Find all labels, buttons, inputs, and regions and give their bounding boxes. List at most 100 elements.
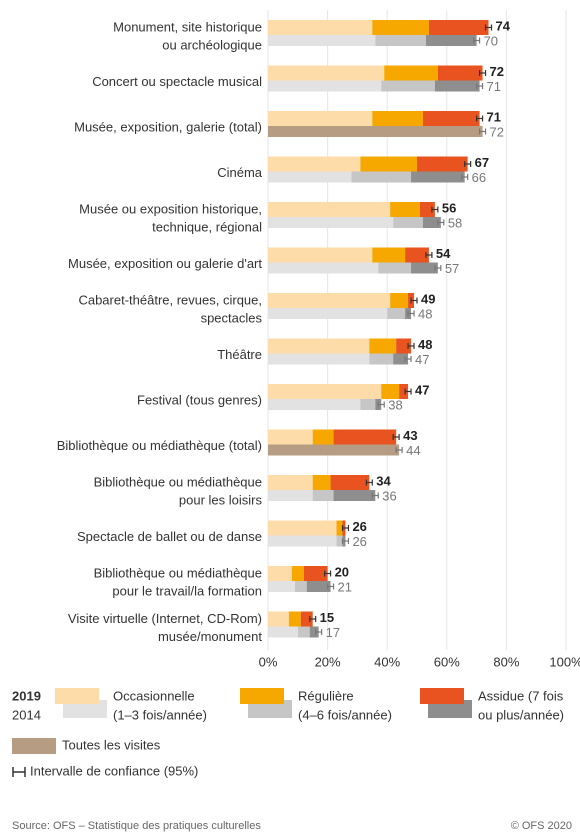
error-bar — [365, 479, 373, 486]
legend-swatch — [55, 688, 99, 704]
error-bar — [377, 401, 385, 408]
bar-segment — [268, 202, 391, 217]
error-bar — [484, 24, 493, 31]
x-tick-label: 60% — [434, 654, 460, 669]
bar-segment — [381, 80, 435, 92]
legend-label: Toutes les visites — [62, 737, 161, 752]
data-label: 72 — [490, 64, 504, 79]
copyright: © OFS 2020 — [511, 820, 572, 832]
bar-segment — [425, 35, 477, 46]
error-bar — [410, 297, 418, 304]
bar-segment — [372, 111, 423, 126]
ci-legend-label: Intervalle de confiance (95%) — [30, 763, 198, 778]
bar-segment — [369, 338, 397, 354]
bar-segment — [306, 581, 331, 592]
error-bar — [464, 161, 472, 167]
category-label: Musée ou exposition historique, — [79, 201, 262, 216]
category-label: pour le travail/la formation — [112, 583, 262, 598]
error-bar — [371, 492, 379, 499]
legend-swatch — [428, 700, 472, 718]
bar-segment — [372, 20, 429, 35]
data-label: 38 — [388, 397, 402, 412]
error-bar — [392, 434, 400, 440]
legend-label: ou plus/année) — [478, 707, 564, 722]
data-label: 48 — [418, 337, 432, 352]
bar-segment — [268, 262, 379, 274]
data-label: 36 — [382, 488, 396, 503]
bar-segment — [268, 475, 313, 490]
bar-segment — [268, 490, 313, 501]
bar-segment — [268, 308, 388, 319]
category-label: technique, régional — [152, 219, 262, 234]
bar-segment — [372, 247, 406, 263]
bar-segment — [303, 566, 328, 581]
x-tick-label: 80% — [493, 654, 519, 669]
data-label: 43 — [403, 428, 417, 443]
data-label: 56 — [442, 200, 456, 215]
error-bar — [309, 616, 317, 622]
category-label: Bibliothèque ou médiathèque (total) — [57, 438, 262, 453]
bar-segment — [360, 156, 417, 172]
bar-segment — [300, 611, 313, 627]
bar-segment — [384, 65, 438, 81]
data-label: 58 — [448, 215, 462, 230]
category-label: Cinéma — [217, 165, 263, 180]
bar-segment — [330, 475, 370, 490]
bar-segment — [268, 535, 337, 547]
error-bar — [473, 37, 481, 44]
bar-segment — [428, 20, 489, 35]
data-label: 71 — [487, 109, 501, 124]
bar-segment — [336, 520, 343, 536]
bar-segment — [399, 384, 409, 399]
category-label: Monument, site historique — [113, 19, 262, 34]
x-tick-label: 20% — [315, 654, 341, 669]
category-label: spectacles — [201, 310, 263, 325]
data-label: 74 — [496, 18, 511, 33]
category-label: pour les loisirs — [179, 492, 263, 507]
data-label: 34 — [376, 473, 391, 488]
error-bar — [478, 128, 487, 135]
bar-segment — [294, 581, 307, 592]
bar-segment — [268, 429, 313, 445]
category-label: Musée, exposition, galerie (total) — [74, 119, 262, 134]
bar-segment — [419, 202, 435, 217]
bar-segment — [387, 308, 406, 319]
bar-segment — [268, 126, 483, 137]
category-label: Concert ou spectacle musical — [92, 74, 262, 89]
bar-segment — [369, 353, 394, 365]
bar-segment — [312, 490, 334, 501]
bar-segment — [291, 566, 304, 581]
bar-segment — [333, 429, 397, 445]
error-bar — [425, 252, 433, 258]
data-label: 48 — [418, 306, 432, 321]
bar-segment — [268, 20, 373, 35]
bar-segment — [268, 581, 295, 592]
error-bar — [434, 265, 442, 271]
bar-segment — [312, 429, 334, 445]
error-bar — [327, 583, 335, 590]
source: Source: OFS – Statistique des pratiques … — [12, 820, 261, 832]
bar-segment — [309, 626, 319, 638]
error-bar — [407, 310, 415, 317]
bar-segment — [268, 65, 385, 81]
data-label: 20 — [335, 564, 349, 579]
data-label: 54 — [436, 246, 451, 261]
category-label: Spectacle de ballet ou de danse — [77, 529, 262, 544]
bar-segment — [268, 293, 391, 308]
bar-segment — [375, 35, 426, 46]
legend-label: Régulière — [298, 688, 354, 703]
data-label: 57 — [445, 261, 459, 276]
bar-segment — [390, 202, 420, 217]
bar-segment — [422, 111, 480, 126]
bar-segment — [378, 262, 412, 274]
bar-segment — [312, 475, 331, 490]
error-bar — [341, 538, 350, 544]
legend-swatch — [248, 700, 292, 718]
bar-segment — [422, 217, 441, 228]
error-bar — [437, 219, 445, 226]
bar-segment — [417, 156, 468, 172]
bar-segment — [268, 444, 400, 456]
error-bar — [476, 115, 484, 122]
bar-segment — [268, 384, 382, 399]
